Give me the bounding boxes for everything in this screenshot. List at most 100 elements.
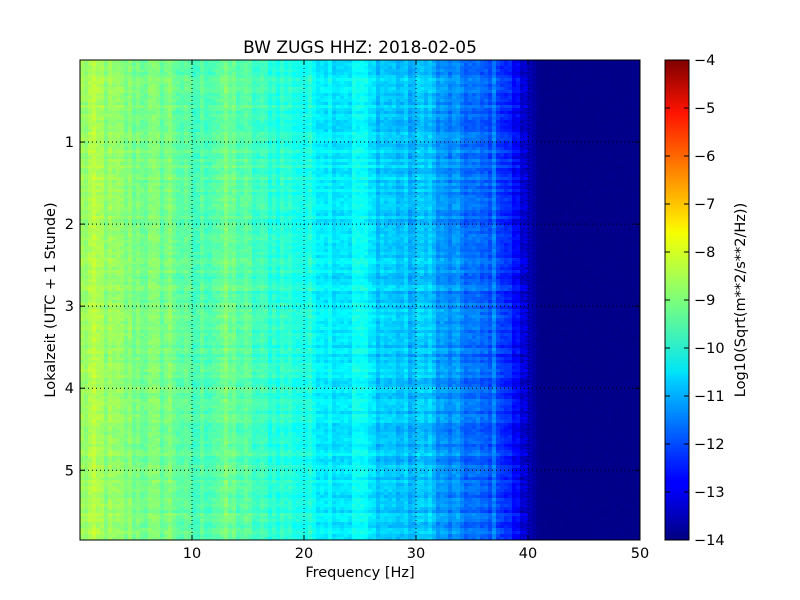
heatmap-cell xyxy=(396,81,401,85)
heatmap-cell xyxy=(480,72,485,76)
heatmap-cell xyxy=(232,84,237,88)
heatmap-cell xyxy=(312,81,317,85)
heatmap-cell xyxy=(344,75,349,79)
heatmap-cell xyxy=(540,66,545,70)
heatmap-cell xyxy=(620,84,625,88)
heatmap-cell xyxy=(300,75,305,79)
heatmap-cell xyxy=(592,75,597,79)
heatmap-cell xyxy=(348,81,353,85)
heatmap-cell xyxy=(228,60,233,64)
heatmap-cell xyxy=(516,63,521,67)
heatmap-cell xyxy=(544,63,549,67)
heatmap-cell xyxy=(452,63,457,67)
heatmap-cell xyxy=(428,75,433,79)
heatmap-cell xyxy=(92,66,97,70)
heatmap-cell xyxy=(400,81,405,85)
heatmap-cell xyxy=(544,75,549,79)
heatmap-cell xyxy=(204,60,209,64)
heatmap-cell xyxy=(452,75,457,79)
heatmap-cell xyxy=(136,81,141,85)
heatmap-cell xyxy=(360,78,365,82)
heatmap-cell xyxy=(612,75,617,79)
heatmap-cell xyxy=(144,66,149,70)
heatmap-cell xyxy=(456,84,461,88)
heatmap-cell xyxy=(424,66,429,70)
heatmap-cell xyxy=(536,72,541,76)
heatmap-cell xyxy=(416,69,421,73)
heatmap-cell xyxy=(164,66,169,70)
heatmap-cell xyxy=(616,66,621,70)
heatmap-cell xyxy=(512,66,517,70)
heatmap-cell xyxy=(308,60,313,64)
heatmap-cell xyxy=(356,69,361,73)
heatmap-cell xyxy=(240,75,245,79)
heatmap-cell xyxy=(296,69,301,73)
heatmap-cell xyxy=(384,60,389,64)
heatmap-cell xyxy=(496,72,501,76)
heatmap-cell xyxy=(288,75,293,79)
heatmap-cell xyxy=(448,63,453,67)
heatmap-cell xyxy=(492,75,497,79)
heatmap-cell xyxy=(476,69,481,73)
heatmap-cell xyxy=(352,72,357,76)
heatmap-cell xyxy=(452,66,457,70)
heatmap-cell xyxy=(164,84,169,88)
heatmap-cell xyxy=(576,63,581,67)
heatmap-cell xyxy=(392,69,397,73)
heatmap-cell xyxy=(564,72,569,76)
heatmap-cell xyxy=(92,69,97,73)
heatmap-cell xyxy=(196,69,201,73)
heatmap-cell xyxy=(332,60,337,64)
heatmap-cell xyxy=(536,81,541,85)
heatmap-cell xyxy=(512,78,517,82)
heatmap-cell xyxy=(460,66,465,70)
heatmap-cell xyxy=(108,72,113,76)
heatmap-cell xyxy=(416,60,421,64)
heatmap-cell xyxy=(384,81,389,85)
heatmap-cell xyxy=(560,72,565,76)
heatmap-cell xyxy=(316,63,321,67)
heatmap-cell xyxy=(276,75,281,79)
heatmap-cell xyxy=(424,69,429,73)
heatmap-cell xyxy=(200,60,205,64)
heatmap-cell xyxy=(612,72,617,76)
heatmap-cell xyxy=(636,69,640,73)
heatmap-cell xyxy=(500,72,505,76)
heatmap-cell xyxy=(540,63,545,67)
heatmap-cell xyxy=(408,72,413,76)
heatmap-cell xyxy=(396,60,401,64)
heatmap-cell xyxy=(344,81,349,85)
heatmap-cell xyxy=(176,81,181,85)
heatmap-cell xyxy=(84,81,89,85)
heatmap-cell xyxy=(264,84,269,88)
heatmap-cell xyxy=(408,81,413,85)
heatmap-cell xyxy=(108,81,113,85)
heatmap-cell xyxy=(636,60,640,64)
heatmap-cell xyxy=(524,69,529,73)
heatmap-cell xyxy=(560,84,565,88)
heatmap-cell xyxy=(188,72,193,76)
heatmap-cell xyxy=(188,69,193,73)
heatmap-cell xyxy=(404,72,409,76)
heatmap-cell xyxy=(220,66,225,70)
heatmap-cell xyxy=(552,63,557,67)
heatmap-cell xyxy=(120,63,125,67)
heatmap-cell xyxy=(96,60,101,64)
heatmap-cell xyxy=(556,66,561,70)
heatmap-cell xyxy=(448,84,453,88)
heatmap-cell xyxy=(144,81,149,85)
heatmap-cell xyxy=(396,72,401,76)
heatmap-cell xyxy=(260,84,265,88)
heatmap-cell xyxy=(108,75,113,79)
heatmap-cell xyxy=(604,60,609,64)
heatmap-cell xyxy=(484,72,489,76)
heatmap-cell xyxy=(132,63,137,67)
heatmap-cell xyxy=(560,60,565,64)
heatmap-cell xyxy=(488,60,493,64)
heatmap-cell xyxy=(88,69,93,73)
heatmap-cell xyxy=(244,72,249,76)
heatmap-cell xyxy=(160,81,165,85)
heatmap-cell xyxy=(192,78,197,82)
heatmap-cell xyxy=(300,84,305,88)
heatmap-cell xyxy=(228,69,233,73)
